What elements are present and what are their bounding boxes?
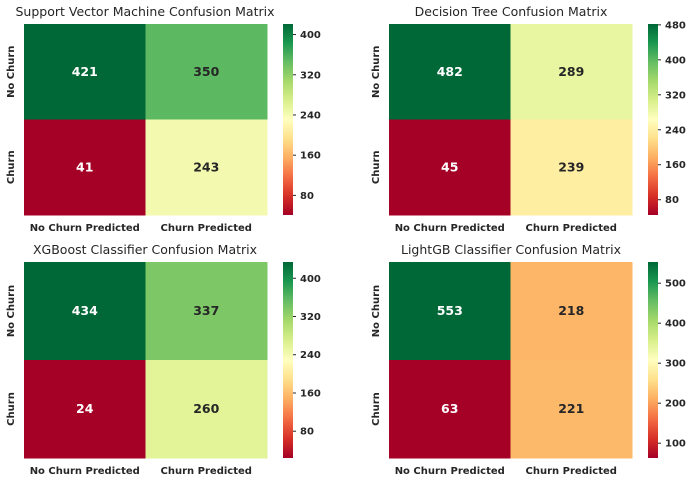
colorbar-tick-label: 240 [300,350,321,361]
cell-value-label: 218 [558,303,584,318]
colorbar-tick-label: 80 [300,191,314,202]
heatmap-cell [389,24,511,120]
y-tick-label: No Churn [6,46,17,98]
heatmap-cell [145,119,268,216]
colorbar-tick-label: 160 [300,151,321,162]
colorbar-tick-label: 400 [665,319,686,330]
cell-value-label: 289 [558,64,584,79]
x-tick-label: No Churn Predicted [395,223,505,234]
y-tick-label: Churn [371,392,382,426]
y-tick-label: No Churn [6,285,17,337]
heatmap-title: LightGB Classifier Confusion Matrix [401,242,621,257]
heatmap-cell [510,360,633,459]
colorbar-tick-label: 300 [665,359,686,370]
heatmap-cell [145,262,268,361]
colorbar-tick-label: 80 [665,195,679,206]
heatmap-panel-3: XGBoost Classifier Confusion Matrix 434 33… [6,242,321,477]
x-tick-label: Churn Predicted [161,223,252,234]
cell-value-label: 350 [193,64,219,79]
colorbar-tick-label: 240 [665,125,686,136]
heatmap-panel-2: Decision Tree Confusion Matrix 482 289 45 23… [371,4,686,234]
colorbar-tick-label: 400 [300,274,321,285]
heatmap-cell [145,360,268,459]
x-tick-label: Churn Predicted [161,466,252,477]
heatmap-cell [24,360,146,459]
colorbar [648,262,658,458]
x-tick-label: Churn Predicted [526,466,617,477]
colorbar-tick-label: 480 [665,20,686,31]
heatmap-cell [389,262,511,361]
y-tick-label: No Churn [371,46,382,98]
heatmap-cell [24,24,146,120]
heatmap-cell [510,119,633,216]
heatmap-cell [389,360,511,459]
colorbar-tick-label: 320 [300,312,321,323]
cell-value-label: 421 [72,64,98,79]
heatmap-cell [145,24,268,120]
cell-value-label: 41 [76,159,93,174]
colorbar [648,24,658,215]
colorbar-tick-label: 100 [665,439,686,450]
y-tick-label: No Churn [371,285,382,337]
heatmap-title: XGBoost Classifier Confusion Matrix [33,242,257,257]
heatmap-title: Decision Tree Confusion Matrix [415,4,608,19]
heatmap-panel-4: LightGB Classifier Confusion Matrix 553 21… [371,242,686,477]
y-tick-label: Churn [6,150,17,184]
x-tick-label: No Churn Predicted [30,466,140,477]
cell-value-label: 63 [441,401,458,416]
cell-value-label: 337 [193,303,219,318]
y-tick-label: Churn [371,150,382,184]
cell-value-label: 434 [72,303,98,318]
colorbar-tick-label: 80 [300,427,314,438]
colorbar-tick-label: 320 [300,70,321,81]
colorbar-tick-label: 500 [665,279,686,290]
cell-value-label: 553 [437,303,463,318]
colorbar-tick-label: 240 [300,110,321,121]
cell-value-label: 482 [437,64,463,79]
colorbar-tick-label: 160 [300,388,321,399]
x-tick-label: No Churn Predicted [30,223,140,234]
cell-value-label: 239 [558,159,584,174]
colorbar-tick-label: 320 [665,90,686,101]
colorbar [283,262,293,458]
cell-value-label: 45 [441,159,458,174]
heatmap-cell [24,262,146,361]
heatmap-cell [389,119,511,216]
heatmap-cell [24,119,146,216]
cell-value-label: 24 [76,401,94,416]
heatmap-cell [510,24,633,120]
cell-value-label: 260 [193,401,219,416]
heatmap-cell [510,262,633,361]
x-tick-label: No Churn Predicted [395,466,505,477]
colorbar [283,24,293,215]
heatmap-panel-1: Support Vector Machine Confusion Matrix 4… [6,4,321,234]
x-tick-label: Churn Predicted [526,223,617,234]
y-tick-label: Churn [6,392,17,426]
colorbar-tick-label: 400 [300,30,321,41]
cell-value-label: 243 [193,159,219,174]
cell-value-label: 221 [558,401,584,416]
heatmap-title: Support Vector Machine Confusion Matrix [16,4,275,19]
colorbar-tick-label: 400 [665,55,686,66]
colorbar-tick-label: 200 [665,399,686,410]
colorbar-tick-label: 160 [665,160,686,171]
